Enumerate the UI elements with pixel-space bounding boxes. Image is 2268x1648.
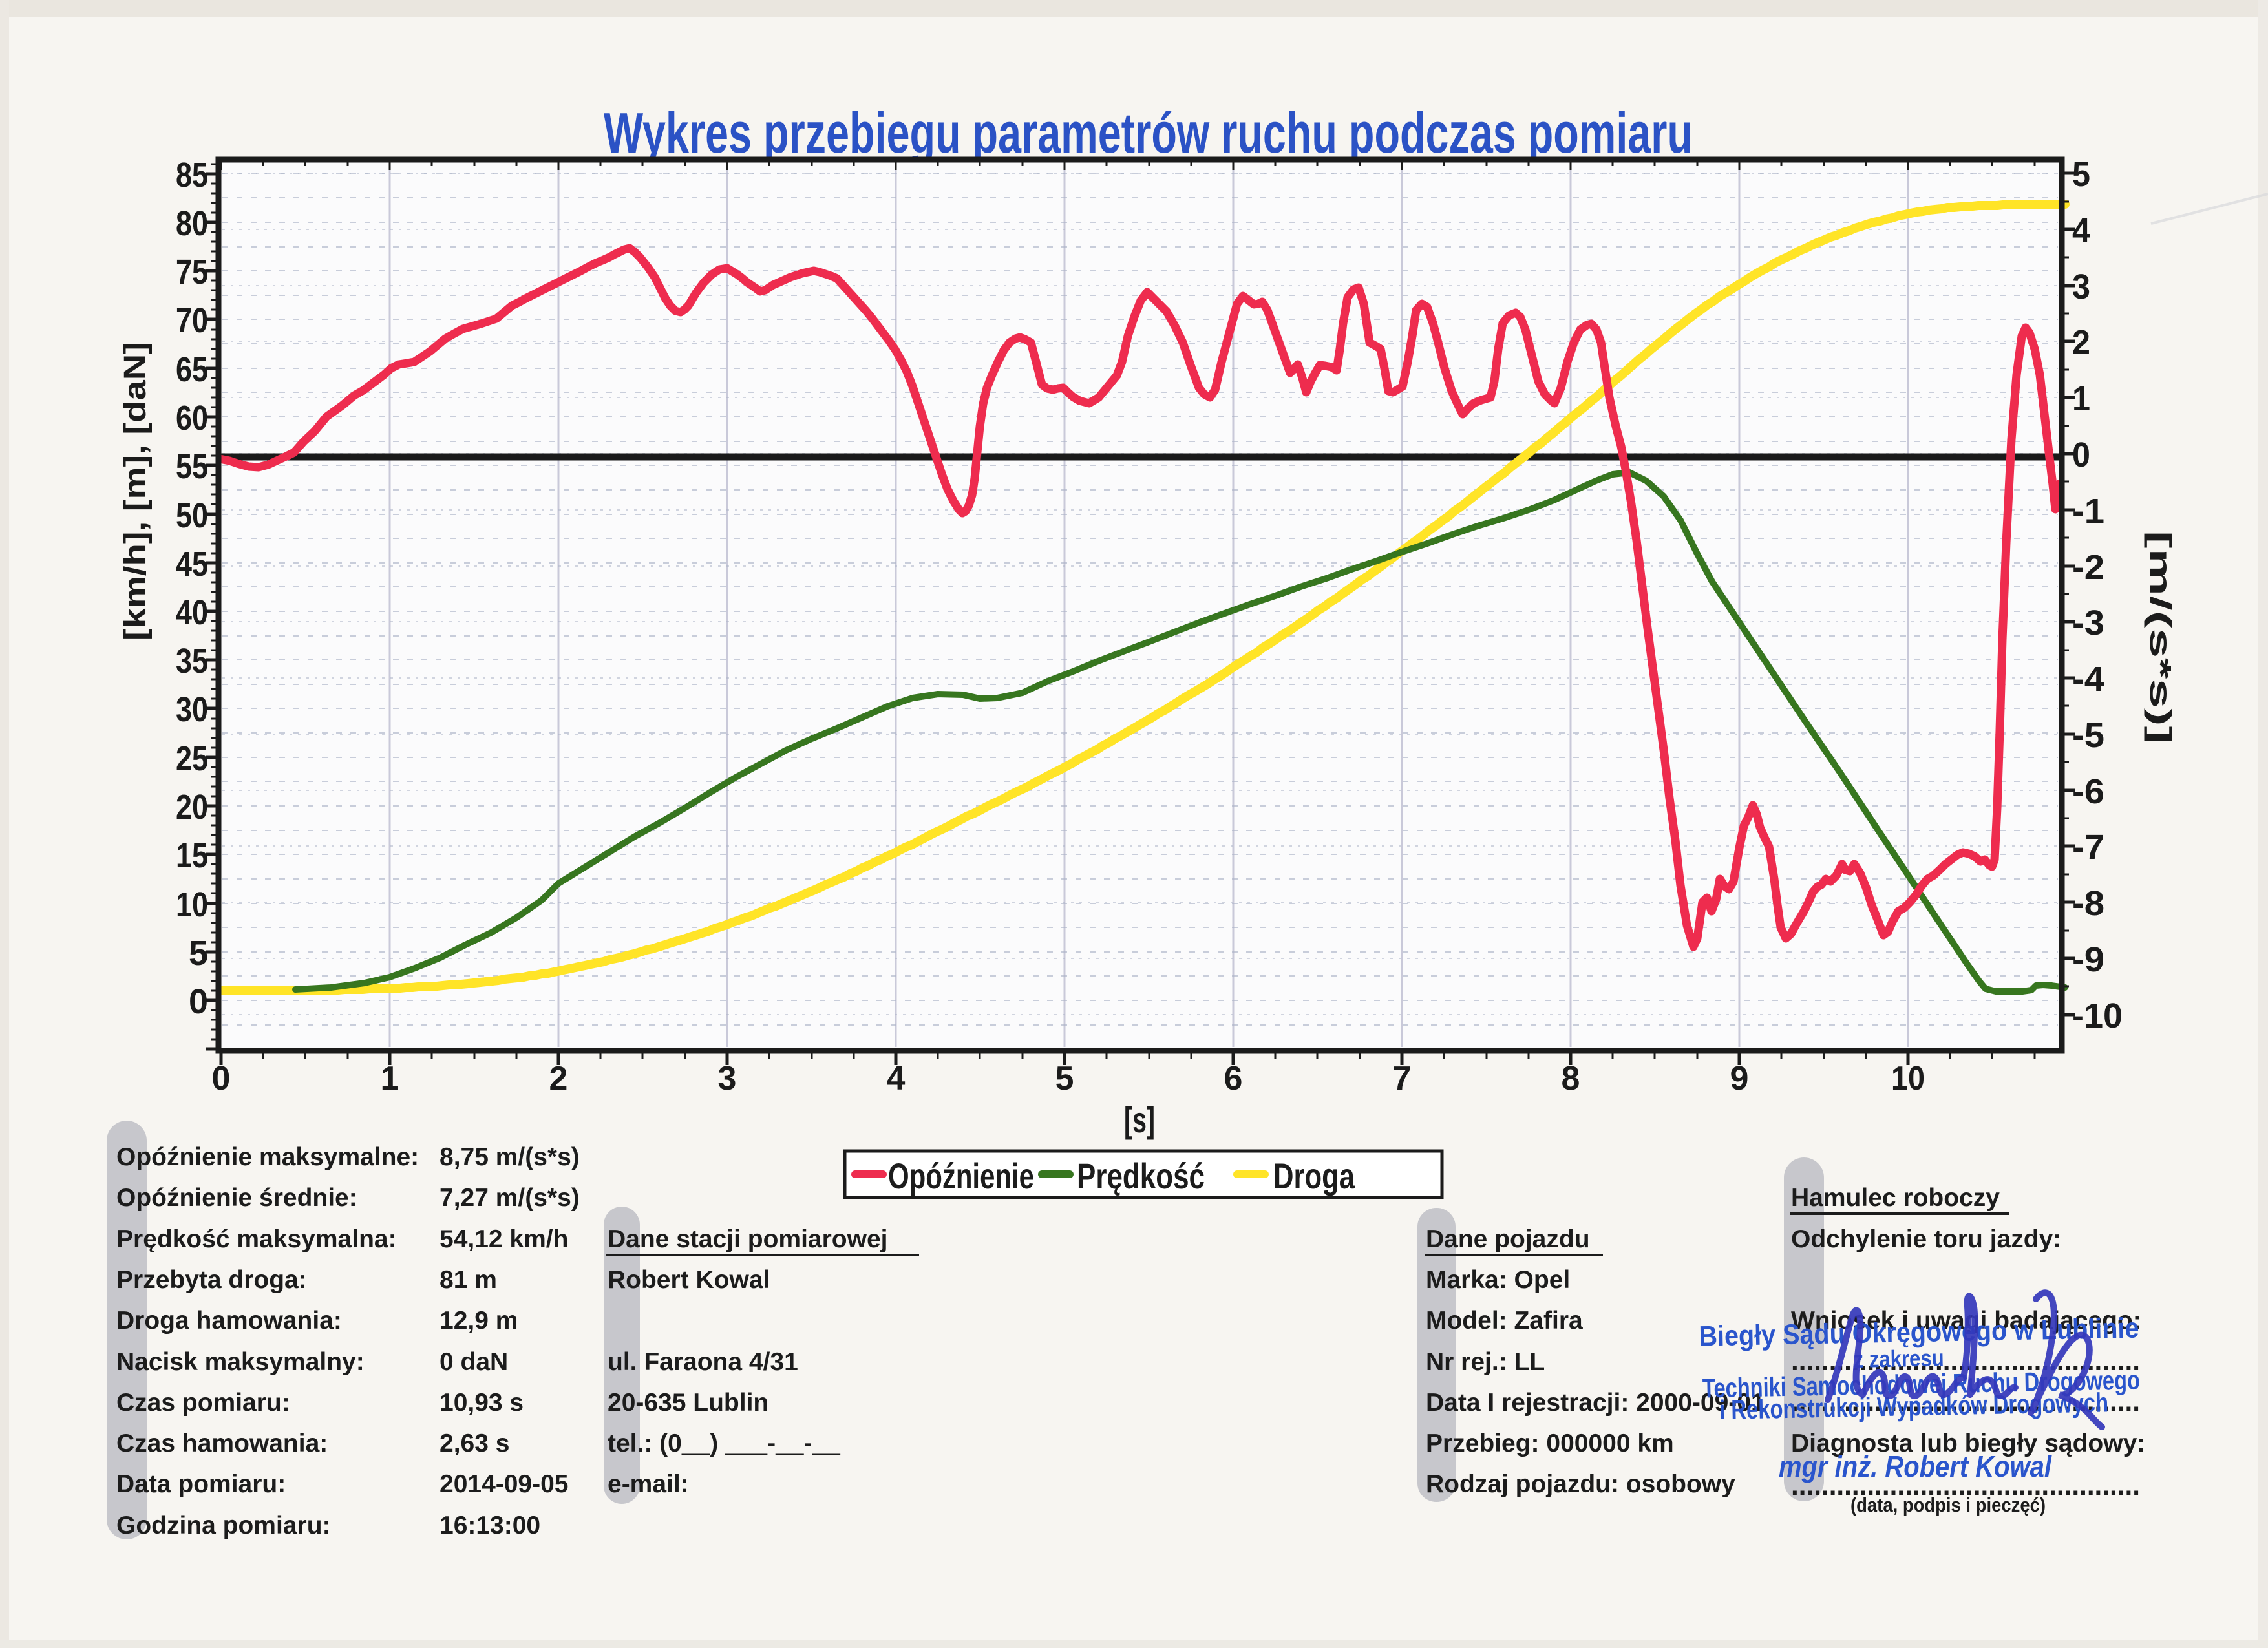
svg-text:[s]: [s] [1124, 1099, 1155, 1140]
svg-text:Hamulec roboczy: Hamulec roboczy [1791, 1184, 2000, 1212]
svg-text:54,12 km/h: 54,12 km/h [440, 1225, 568, 1253]
svg-text:-7: -7 [2072, 828, 2104, 867]
svg-text:Prędkość: Prędkość [1077, 1156, 1205, 1196]
svg-text:-1: -1 [2072, 492, 2104, 531]
svg-text:55: 55 [176, 447, 208, 486]
svg-text:2,63 s: 2,63 s [440, 1430, 509, 1457]
svg-text:10: 10 [1891, 1060, 1925, 1097]
svg-text:tel.: (0__) ___-__-__: tel.: (0__) ___-__-__ [608, 1430, 841, 1457]
svg-text:Prędkość maksymalna:: Prędkość maksymalna: [116, 1225, 397, 1253]
svg-text:12,9 m: 12,9 m [440, 1307, 518, 1335]
svg-text:0: 0 [189, 982, 208, 1021]
svg-text:20-635 Lublin: 20-635 Lublin [608, 1389, 768, 1417]
svg-text:-10: -10 [2072, 997, 2123, 1035]
svg-text:81 m: 81 m [440, 1266, 497, 1294]
svg-text:Dane stacji pomiarowej: Dane stacji pomiarowej [608, 1225, 887, 1253]
svg-text:80: 80 [176, 204, 208, 243]
svg-text:Czas hamowania:: Czas hamowania: [116, 1430, 328, 1457]
svg-text:9: 9 [1730, 1060, 1749, 1097]
svg-text:50: 50 [176, 496, 208, 535]
svg-text:Godzina pomiaru:: Godzina pomiaru: [116, 1512, 331, 1539]
svg-text:..............................: ........................................… [1791, 1386, 2140, 1417]
svg-text:-4: -4 [2072, 660, 2104, 699]
svg-text:Robert Kowal: Robert Kowal [608, 1266, 770, 1294]
svg-text:Droga hamowania:: Droga hamowania: [116, 1307, 342, 1335]
svg-text:Przebyta droga:: Przebyta droga: [116, 1266, 307, 1294]
svg-text:Data I rejestracji: 2000-09-01: Data I rejestracji: 2000-09-01 [1426, 1389, 1765, 1417]
svg-text:Opóźnienie średnie:: Opóźnienie średnie: [116, 1184, 357, 1212]
svg-text:20: 20 [176, 788, 208, 827]
svg-text:8: 8 [1562, 1060, 1580, 1097]
svg-text:-6: -6 [2072, 772, 2104, 811]
svg-text:Droga: Droga [1273, 1156, 1355, 1196]
svg-text:1: 1 [2072, 379, 2090, 418]
svg-text:Nr rej.: LL: Nr rej.: LL [1426, 1348, 1545, 1376]
svg-text:15: 15 [176, 836, 208, 875]
svg-text:e-mail:: e-mail: [608, 1470, 689, 1498]
svg-text:Dane pojazdu: Dane pojazdu [1426, 1225, 1590, 1253]
svg-text:(data, podpis i pieczęć): (data, podpis i pieczęć) [1850, 1494, 2046, 1516]
svg-text:0: 0 [212, 1060, 231, 1097]
svg-text:35: 35 [176, 642, 208, 681]
svg-text:5: 5 [189, 934, 208, 973]
svg-text:40: 40 [176, 593, 208, 632]
svg-text:-3: -3 [2072, 604, 2104, 642]
svg-text:65: 65 [176, 350, 208, 389]
svg-text:60: 60 [176, 399, 208, 438]
svg-text:6: 6 [1224, 1060, 1243, 1097]
svg-text:..............................: ........................................… [1791, 1470, 2140, 1501]
svg-text:10,93 s: 10,93 s [440, 1389, 524, 1417]
svg-text:mgr inż. Robert Kowal: mgr inż. Robert Kowal [1779, 1450, 2052, 1483]
svg-text:Nacisk maksymalny:: Nacisk maksymalny: [116, 1348, 365, 1376]
svg-text:[km/h], [m], [daN]: [km/h], [m], [daN] [118, 342, 153, 640]
svg-text:-8: -8 [2072, 884, 2104, 923]
svg-text:5: 5 [1055, 1060, 1074, 1097]
svg-text:Opóźnienie maksymalne:: Opóźnienie maksymalne: [116, 1143, 419, 1171]
svg-text:-9: -9 [2072, 940, 2104, 979]
svg-text:Wykres przebiegu parametrów ru: Wykres przebiegu parametrów ruchu podcza… [604, 101, 1693, 165]
svg-text:85: 85 [176, 156, 208, 195]
svg-text:ul. Faraona 4/31: ul. Faraona 4/31 [608, 1348, 798, 1376]
svg-text:-5: -5 [2072, 716, 2104, 755]
svg-text:z zakresu: z zakresu [1853, 1344, 1944, 1373]
svg-text:Rodzaj pojazdu: osobowy: Rodzaj pojazdu: osobowy [1426, 1470, 1735, 1498]
svg-text:7,27 m/(s*s): 7,27 m/(s*s) [440, 1184, 580, 1212]
svg-text:Czas pomiaru:: Czas pomiaru: [116, 1389, 290, 1417]
svg-text:4: 4 [887, 1060, 906, 1097]
svg-text:Model: Zafira: Model: Zafira [1426, 1307, 1583, 1335]
svg-text:[m/(s*s)]: [m/(s*s)] [2144, 531, 2178, 744]
svg-text:7: 7 [1393, 1060, 1412, 1097]
svg-text:25: 25 [176, 739, 208, 778]
svg-text:16:13:00: 16:13:00 [440, 1512, 540, 1539]
svg-text:45: 45 [176, 545, 208, 584]
svg-text:8,75 m/(s*s): 8,75 m/(s*s) [440, 1143, 580, 1171]
svg-text:10: 10 [176, 885, 208, 924]
svg-text:Data pomiaru:: Data pomiaru: [116, 1470, 286, 1498]
svg-text:5: 5 [2072, 155, 2090, 194]
svg-text:3: 3 [718, 1060, 737, 1097]
svg-text:4: 4 [2072, 211, 2090, 250]
svg-text:2014-09-05: 2014-09-05 [440, 1470, 569, 1498]
svg-text:2: 2 [549, 1060, 568, 1097]
svg-text:-2: -2 [2072, 548, 2104, 587]
svg-text:Przebieg: 000000 km: Przebieg: 000000 km [1426, 1430, 1674, 1457]
svg-text:Odchylenie toru jazdy:: Odchylenie toru jazdy: [1791, 1225, 2061, 1253]
svg-text:75: 75 [176, 253, 208, 291]
svg-text:Marka: Opel: Marka: Opel [1426, 1266, 1570, 1294]
svg-text:70: 70 [176, 301, 208, 340]
svg-text:3: 3 [2072, 268, 2090, 306]
svg-text:1: 1 [381, 1060, 399, 1097]
svg-text:0: 0 [2072, 436, 2090, 474]
svg-text:30: 30 [176, 690, 208, 729]
svg-text:Diagnosta lub biegły sądowy:: Diagnosta lub biegły sądowy: [1791, 1430, 2145, 1457]
svg-text:2: 2 [2072, 323, 2090, 362]
svg-text:0 daN: 0 daN [440, 1348, 508, 1376]
svg-text:Opóźnienie: Opóźnienie [888, 1156, 1034, 1196]
